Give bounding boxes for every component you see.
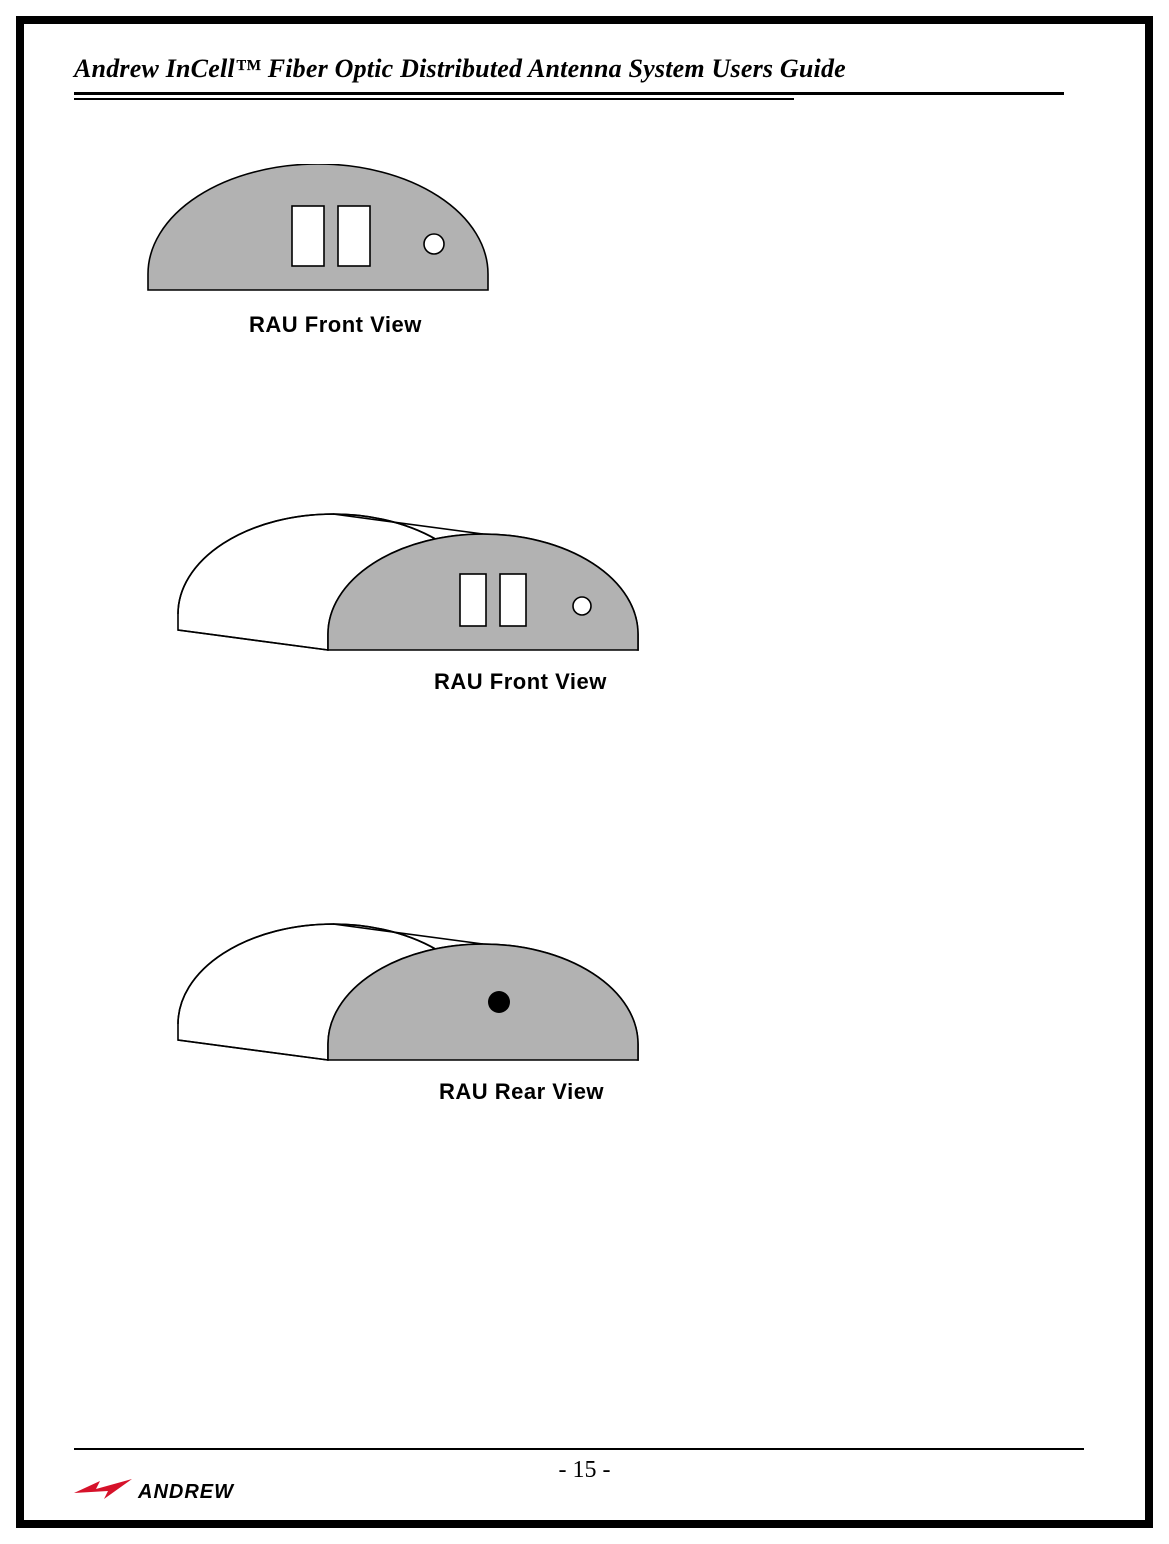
footer-logo: ANDREW — [74, 1479, 234, 1506]
rau-rear-iso-svg — [154, 884, 644, 1069]
figure-rau-rear-iso: RAU Rear View — [154, 884, 674, 1074]
logo-flash-icon — [74, 1479, 132, 1506]
caption-rau-front-flat: RAU Front View — [249, 312, 422, 338]
rau-front-flat-svg — [144, 164, 492, 294]
caption-rau-rear-iso: RAU Rear View — [439, 1079, 604, 1105]
page-header-title: Andrew InCell™ Fiber Optic Distributed A… — [74, 54, 1111, 84]
figure-rau-front-flat: RAU Front View — [144, 164, 544, 299]
rau-front-iso-svg — [154, 474, 644, 659]
logo-text: ANDREW — [138, 1481, 234, 1504]
header-rule-outer — [74, 92, 1064, 95]
caption-rau-front-iso: RAU Front View — [434, 669, 607, 695]
footer-rule — [74, 1448, 1084, 1450]
figure-rau-front-iso: RAU Front View — [154, 474, 674, 664]
header-rule-inner — [74, 98, 794, 100]
